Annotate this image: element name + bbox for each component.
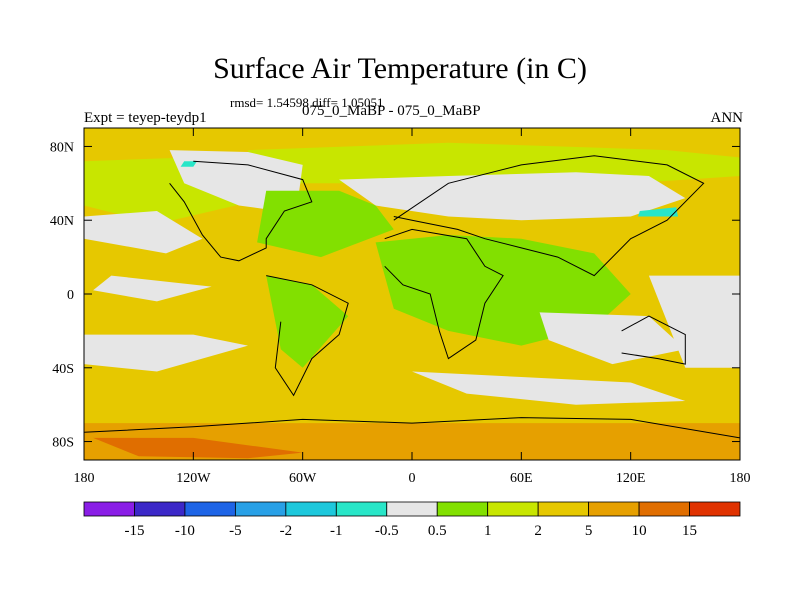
region-arctic-cold-spot (180, 161, 197, 167)
colorbar-label: 0.5 (428, 523, 447, 539)
x-tick-label: 0 (409, 471, 416, 486)
x-tick-label: 60E (510, 471, 533, 486)
colorbar-swatch (638, 501, 690, 517)
region-east-pacific-white (648, 275, 740, 368)
colorbar-label: 15 (682, 523, 697, 539)
colorbar-label: 1 (484, 523, 492, 539)
region-tropical-pacific-white (93, 275, 212, 302)
region-southern-ocean-white (412, 371, 686, 405)
colorbar-label: -5 (229, 523, 242, 539)
y-tick-label: 40N (50, 214, 74, 229)
region-south-america-green (266, 275, 349, 368)
colorbar-label: -2 (280, 523, 293, 539)
colorbar-swatch (588, 501, 640, 517)
colorbar-swatch (285, 501, 337, 517)
colorbar-swatch (487, 501, 539, 517)
coastline-south-america (266, 275, 349, 397)
colorbar-label: 2 (534, 523, 542, 539)
colorbar-label: -15 (124, 523, 144, 539)
x-tick-label: 180 (74, 471, 95, 486)
colorbar-label: -1 (330, 523, 343, 539)
region-indian-ocean-white (539, 312, 686, 365)
colorbar-swatch (335, 501, 388, 517)
x-tick-label: 60W (289, 471, 317, 486)
region-arctic-band (248, 142, 740, 184)
region-antarctic-red (93, 437, 303, 459)
coastline-antarctica (84, 417, 740, 439)
y-tick-label: 0 (67, 288, 74, 303)
colorbar-label: 5 (585, 523, 593, 539)
x-tick-label: 120E (616, 471, 646, 486)
colorbar-label: 10 (632, 523, 647, 539)
region-south-pacific-white (84, 334, 248, 372)
coastline-africa (384, 228, 504, 360)
colorbar-label: -10 (175, 523, 195, 539)
subtitle-label: 075_0_MaBP - 075_0_MaBP (302, 103, 481, 119)
colorbar-swatch (83, 501, 135, 517)
coastline-eurasia (393, 155, 705, 277)
x-tick-label: 180 (730, 471, 751, 486)
stats-line: rmsd= 1.54598 diff= 1.05051 (230, 95, 384, 110)
region-north-pacific-white (84, 211, 203, 254)
colorbar-swatch (184, 501, 236, 517)
experiment-label: Expt = teyep-teydp1 (84, 110, 207, 126)
region-siberia-cold-spot (638, 207, 678, 217)
chart-title: Surface Air Temperature (in C) (213, 52, 587, 85)
colorbar-swatch (537, 501, 590, 517)
coastline-australia (621, 315, 686, 365)
colorbar: -15 -10 -5 -2 -1 -0.5 0.5 1 2 5 10 15 (83, 501, 741, 539)
colorbar-swatch (386, 501, 438, 517)
y-tick-label: 80N (50, 140, 74, 155)
region-north-atlantic-green (257, 190, 394, 258)
colorbar-swatch (436, 501, 489, 517)
colorbar-label: -0.5 (375, 523, 399, 539)
colorbar-swatch (689, 501, 741, 517)
y-tick-label: 80S (52, 436, 74, 451)
coastline-north-america (169, 160, 313, 262)
colorbar-swatch (134, 501, 186, 517)
season-label: ANN (710, 110, 744, 126)
colorbar-swatch (234, 501, 287, 517)
region-eurasia-white (339, 172, 686, 221)
x-tick-label: 120W (176, 471, 211, 486)
y-tick-label: 40S (52, 362, 74, 377)
map-area (84, 128, 740, 460)
